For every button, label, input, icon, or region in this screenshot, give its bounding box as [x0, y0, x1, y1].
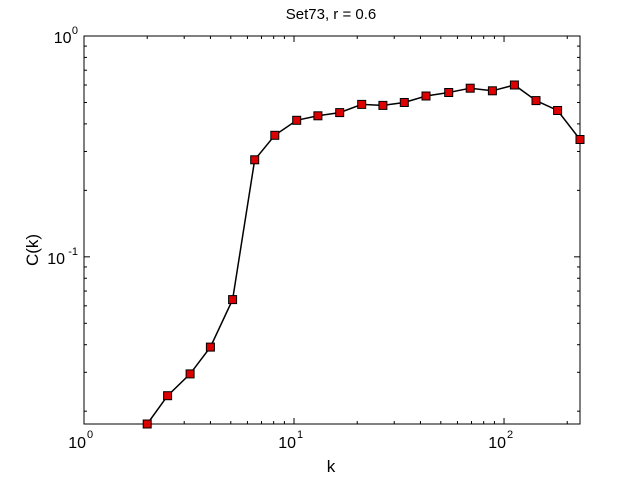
data-point [509, 80, 519, 90]
data-point [163, 391, 173, 401]
data-point [357, 99, 367, 109]
y-tick-label-base: 10 [54, 30, 72, 47]
data-point [228, 295, 238, 305]
series-layer [142, 80, 585, 429]
data-point [292, 115, 302, 125]
x-tick-label: 10 2 [488, 429, 513, 452]
x-tick-label: 10 1 [278, 429, 303, 452]
y-tick-label-exp: 0 [72, 25, 78, 37]
y-tick-label: -110 [47, 246, 78, 268]
data-point [378, 100, 388, 110]
x-tick-label-exp: 2 [507, 429, 513, 441]
data-point [270, 130, 280, 140]
axis-ticks [83, 35, 580, 424]
series-line [146, 84, 581, 425]
y-tick-label: 010 [54, 25, 78, 47]
x-tick-label: 10 0 [68, 429, 93, 452]
data-point [575, 135, 585, 144]
x-axis-label: k [327, 457, 336, 476]
data-point [399, 98, 409, 107]
x-tick-label-base: 10 [488, 435, 506, 452]
y-tick-label-exp: -1 [68, 246, 78, 258]
x-tick-label-exp: 1 [297, 429, 303, 441]
data-point [142, 419, 152, 429]
data-point [465, 83, 475, 93]
data-point [250, 155, 260, 165]
data-point [335, 108, 345, 118]
data-point [553, 106, 563, 115]
plot-frame [83, 35, 581, 425]
chart-title: Set73, r = 0.6 [286, 6, 376, 23]
data-point [185, 369, 195, 379]
y-tick-label-base: 10 [47, 251, 65, 268]
data-point [487, 86, 497, 96]
data-point [444, 88, 454, 97]
data-point [205, 342, 215, 352]
x-tick-label-base: 10 [68, 435, 86, 452]
data-point [421, 91, 431, 101]
x-tick-label-exp: 0 [87, 429, 93, 441]
x-tick-label-base: 10 [278, 435, 296, 452]
y-axis-label: C(k) [23, 234, 42, 266]
data-point [313, 111, 323, 121]
data-point [531, 96, 541, 106]
